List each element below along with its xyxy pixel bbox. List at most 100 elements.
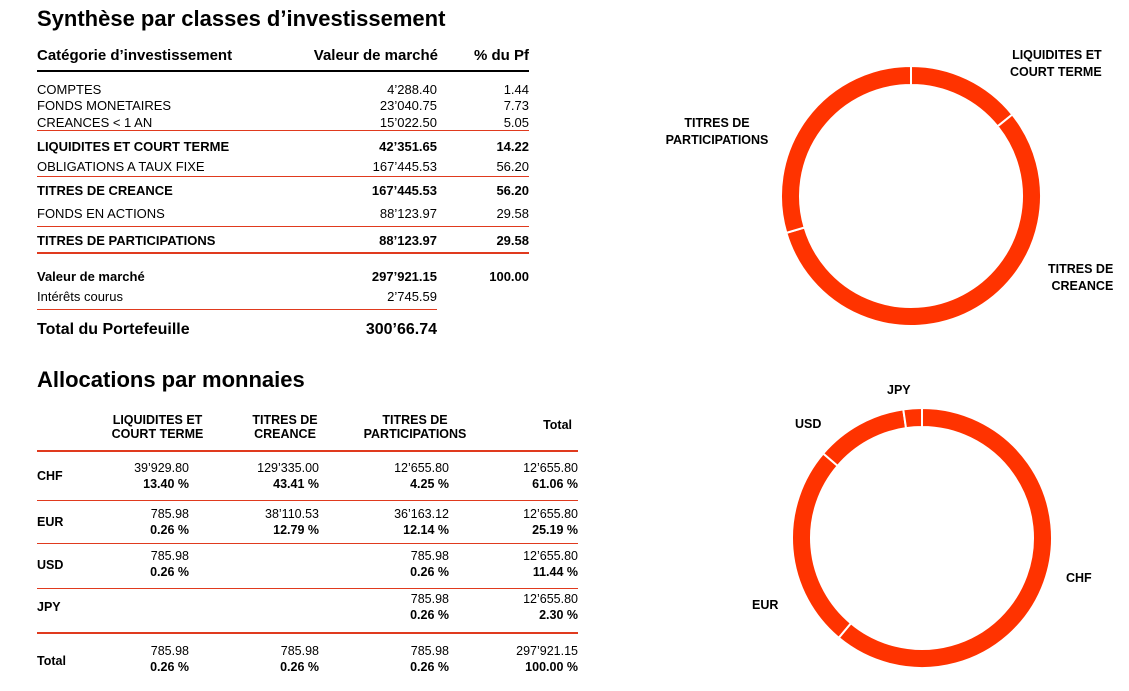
cell-value: 36’163.12 xyxy=(394,507,449,521)
col-header-participations: TITRES DE PARTICIPATIONS xyxy=(363,413,467,441)
row-label: COMPTES xyxy=(37,82,102,97)
row-pct: 29.58 xyxy=(496,206,529,221)
cell-pct: 13.40 % xyxy=(143,477,189,491)
row-label: TITRES DE CREANCE xyxy=(37,183,173,198)
total-label: Total du Portefeuille xyxy=(37,321,190,338)
cell-value: 38’110.53 xyxy=(265,507,319,521)
total-value: 300’66.74 xyxy=(365,321,437,338)
chart1-label-participations: TITRES DE PARTICIPATIONS xyxy=(665,116,769,147)
currency-section-title: Allocations par monnaies xyxy=(37,367,305,392)
row-pct: 29.58 xyxy=(496,233,529,248)
row-pct: 5.05 xyxy=(503,115,529,130)
total-divider xyxy=(37,632,578,634)
row-divider xyxy=(37,500,578,501)
row-divider xyxy=(37,543,578,544)
row-currency-label: EUR xyxy=(37,515,64,529)
row-divider xyxy=(37,176,529,177)
row-label: TITRES DE PARTICIPATIONS xyxy=(37,233,216,248)
chart1-slice-titres-de-creance xyxy=(785,113,1042,327)
cell-value: 785.98 xyxy=(410,592,449,606)
row-currency-label: Total xyxy=(37,654,66,668)
row-value: 297’921.15 xyxy=(371,269,437,284)
chart2-label-chf: CHF xyxy=(1066,571,1092,585)
col-header-total: Total xyxy=(543,418,572,432)
cell-value: 12’655.80 xyxy=(523,461,578,475)
cell-value: 129’335.00 xyxy=(257,461,319,475)
chart2-label-usd: USD xyxy=(795,417,822,431)
row-value: 2’745.59 xyxy=(387,289,437,304)
cell-value: 785.98 xyxy=(410,644,449,658)
chart1-label-creance: TITRES DE CREANCE xyxy=(1048,262,1114,293)
cell-pct: 0.26 % xyxy=(410,565,449,579)
row-divider xyxy=(37,252,529,254)
row-value: 167’445.53 xyxy=(372,159,437,174)
row-label: FONDS EN ACTIONS xyxy=(37,206,165,221)
cell-pct: 4.25 % xyxy=(410,477,449,491)
row-currency-label: JPY xyxy=(37,600,61,614)
cell-pct: 12.79 % xyxy=(273,523,319,537)
row-divider xyxy=(37,588,578,589)
cell-pct: 0.26 % xyxy=(410,660,449,674)
row-label: CREANCES < 1 AN xyxy=(37,115,153,130)
row-value: 15’022.50 xyxy=(379,115,437,130)
cell-value: 785.98 xyxy=(150,507,189,521)
row-pct: 100.00 xyxy=(489,269,529,284)
cell-pct: 0.26 % xyxy=(150,565,189,579)
cell-pct: 0.26 % xyxy=(410,608,449,622)
cell-value: 12’655.80 xyxy=(523,507,578,521)
cell-value: 785.98 xyxy=(280,644,319,658)
chart2-label-jpy: JPY xyxy=(887,383,911,397)
chart1-label-liquidites: LIQUIDITES ET COURT TERME xyxy=(1010,48,1102,79)
row-pct: 56.20 xyxy=(496,183,529,198)
row-pct: 7.73 xyxy=(503,98,529,113)
row-pct: 14.22 xyxy=(496,139,529,154)
col-header-category: Catégorie d’investissement xyxy=(37,47,233,64)
cell-value: 12’655.80 xyxy=(523,592,578,606)
chart1-slice-titres-de-participations xyxy=(780,64,912,235)
col-header-liquidites: LIQUIDITES ET COURT TERME xyxy=(111,413,204,441)
chart2-label-eur: EUR xyxy=(752,598,779,612)
cell-pct: 2.30 % xyxy=(539,608,578,622)
cell-pct: 43.41 % xyxy=(273,477,319,491)
cell-value: 785.98 xyxy=(410,549,449,563)
row-value: 42’351.65 xyxy=(379,139,437,154)
row-divider xyxy=(37,309,437,310)
row-label: FONDS MONETAIRES xyxy=(37,98,172,113)
row-value: 23’040.75 xyxy=(379,98,437,113)
chart2-slice-eur xyxy=(791,452,853,640)
row-divider xyxy=(37,130,529,131)
col-header-creance: TITRES DE CREANCE xyxy=(252,413,318,441)
chart2-slice-chf xyxy=(837,406,1053,669)
row-label: Valeur de marché xyxy=(37,269,145,284)
row-label: LIQUIDITES ET COURT TERME xyxy=(37,139,230,154)
row-value: 88’123.97 xyxy=(379,233,437,248)
chart2-slice-usd xyxy=(821,408,908,468)
cell-pct: 61.06 % xyxy=(532,477,578,491)
row-pct: 56.20 xyxy=(496,159,529,174)
row-divider xyxy=(37,226,529,227)
chart1-slice-liquidites-et-court-terme xyxy=(910,64,1014,128)
cell-pct: 0.26 % xyxy=(280,660,319,674)
cell-pct: 0.26 % xyxy=(150,523,189,537)
asset-section-title: Synthèse par classes d’investissement xyxy=(37,6,446,31)
cell-pct: 12.14 % xyxy=(403,523,449,537)
chart2-slice-jpy xyxy=(902,406,923,430)
header-divider xyxy=(37,70,529,72)
row-pct: 1.44 xyxy=(503,82,529,97)
header-divider xyxy=(37,450,578,452)
row-label: OBLIGATIONS A TAUX FIXE xyxy=(37,159,205,174)
row-value: 4’288.40 xyxy=(387,82,437,97)
row-currency-label: USD xyxy=(37,558,64,572)
cell-pct: 11.44 % xyxy=(532,565,578,579)
row-value: 88’123.97 xyxy=(379,206,437,221)
cell-pct: 0.26 % xyxy=(150,660,189,674)
cell-value: 785.98 xyxy=(150,549,189,563)
row-value: 167’445.53 xyxy=(371,183,437,198)
cell-value: 39’929.80 xyxy=(134,461,189,475)
cell-pct: 100.00 % xyxy=(525,660,578,674)
cell-value: 12’655.80 xyxy=(394,461,449,475)
cell-pct: 25.19 % xyxy=(532,523,578,537)
cell-value: 297’921.15 xyxy=(516,644,578,658)
col-header-market-value: Valeur de marché xyxy=(313,47,438,64)
